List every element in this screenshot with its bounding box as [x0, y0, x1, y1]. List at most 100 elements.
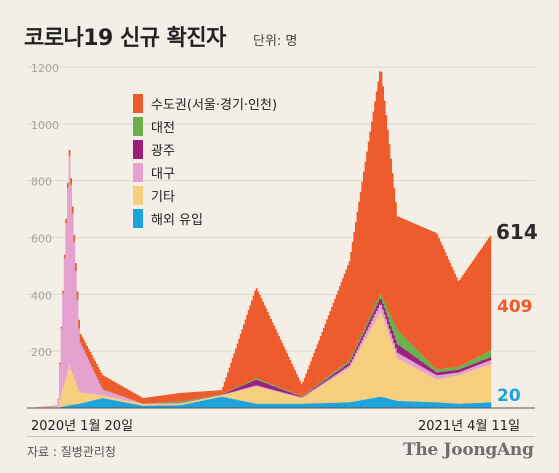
latest-capital-value: 409 — [497, 297, 533, 317]
bar-segment — [347, 366, 349, 370]
bar-segment — [315, 403, 317, 408]
bar-segment — [414, 347, 416, 357]
bar-segment — [73, 242, 76, 379]
bar-segment — [393, 349, 396, 401]
bar-segment — [247, 309, 250, 382]
bar-segment — [425, 228, 428, 359]
bar-segment — [145, 405, 148, 408]
bar-segment — [284, 349, 287, 390]
bar-segment — [271, 390, 274, 404]
bar-segment — [223, 393, 226, 395]
bar-segment — [271, 384, 274, 386]
bar-segment — [467, 362, 469, 367]
bar-segment — [353, 350, 356, 353]
bar-segment — [356, 211, 359, 344]
bar-segment — [145, 404, 148, 406]
bar-segment — [489, 235, 492, 351]
bar-segment — [359, 339, 362, 344]
bar-segment — [326, 402, 328, 408]
bar-segment — [217, 397, 220, 408]
bar-segment — [158, 405, 160, 408]
bar-segment — [134, 393, 136, 401]
bar-segment — [233, 391, 236, 393]
bar-segment — [150, 404, 152, 406]
bar-segment — [201, 397, 204, 399]
bar-segment — [190, 392, 192, 400]
bar-segment — [316, 384, 319, 386]
bar-segment — [364, 339, 367, 400]
bar-segment — [286, 403, 288, 408]
bar-segment — [382, 303, 384, 310]
bar-segment — [481, 247, 484, 355]
bar-segment — [215, 397, 218, 408]
bar-segment — [227, 397, 229, 408]
bar-segment — [252, 387, 255, 404]
bar-segment — [311, 391, 314, 404]
bar-segment — [425, 369, 428, 374]
bar-segment — [371, 315, 373, 321]
bar-segment — [43, 406, 45, 408]
bar-segment — [455, 277, 458, 368]
bar-segment — [156, 404, 159, 406]
bar-segment — [435, 232, 437, 369]
bar-segment — [108, 399, 111, 408]
bar-segment — [334, 377, 336, 403]
bar-segment — [91, 366, 93, 394]
bar-segment — [382, 309, 384, 318]
bar-segment — [476, 357, 479, 363]
bar-segment — [163, 405, 165, 408]
bar-segment — [444, 371, 447, 375]
bar-segment — [443, 371, 445, 375]
bar-segment — [331, 379, 333, 403]
bar-segment — [425, 358, 428, 365]
bar-segment — [209, 396, 212, 397]
bar-segment — [163, 395, 165, 403]
bar-segment — [390, 399, 392, 408]
bar-segment — [303, 403, 306, 408]
bar-segment — [270, 403, 272, 408]
bar-segment — [443, 402, 445, 408]
bar-segment — [463, 363, 466, 368]
bar-segment — [401, 334, 404, 348]
bar-segment — [462, 364, 464, 368]
bar-segment — [321, 383, 324, 386]
bar-segment — [350, 362, 352, 366]
bar-segment — [476, 254, 479, 358]
bar-segment — [241, 385, 244, 390]
bar-segment — [295, 373, 298, 395]
bar-segment — [126, 398, 128, 401]
bar-segment — [417, 350, 420, 360]
bar-segment — [198, 391, 200, 399]
bar-segment — [259, 380, 261, 387]
bar-segment — [484, 242, 487, 354]
bar-segment — [374, 101, 376, 306]
legend-label: 수도권(서울·경기·인천) — [151, 98, 278, 113]
bar-segment — [340, 368, 343, 371]
bar-segment — [422, 372, 424, 402]
bar-segment — [315, 389, 317, 404]
bar-segment — [276, 403, 279, 408]
bar-segment — [366, 322, 368, 326]
bar-segment — [167, 403, 170, 404]
bar-segment — [95, 376, 98, 395]
bar-segment — [355, 356, 357, 402]
bar-segment — [262, 380, 264, 383]
bar-segment — [316, 344, 319, 385]
bar-segment — [350, 359, 352, 363]
bar-segment — [39, 407, 42, 408]
bar-segment — [163, 403, 165, 406]
bar-segment — [174, 401, 176, 404]
bar-segment — [201, 391, 204, 398]
bar-segment — [409, 359, 412, 366]
bar-segment — [246, 387, 248, 389]
bar-segment — [297, 377, 300, 395]
latest-overseas-value: 20 — [497, 386, 521, 406]
bar-segment — [119, 401, 122, 408]
bar-segment — [263, 403, 266, 408]
bar-segment — [473, 369, 476, 404]
bar-segment — [63, 406, 66, 408]
bar-segment — [419, 352, 421, 361]
bar-segment — [278, 403, 280, 408]
bar-segment — [289, 391, 292, 393]
bar-segment — [172, 403, 175, 404]
